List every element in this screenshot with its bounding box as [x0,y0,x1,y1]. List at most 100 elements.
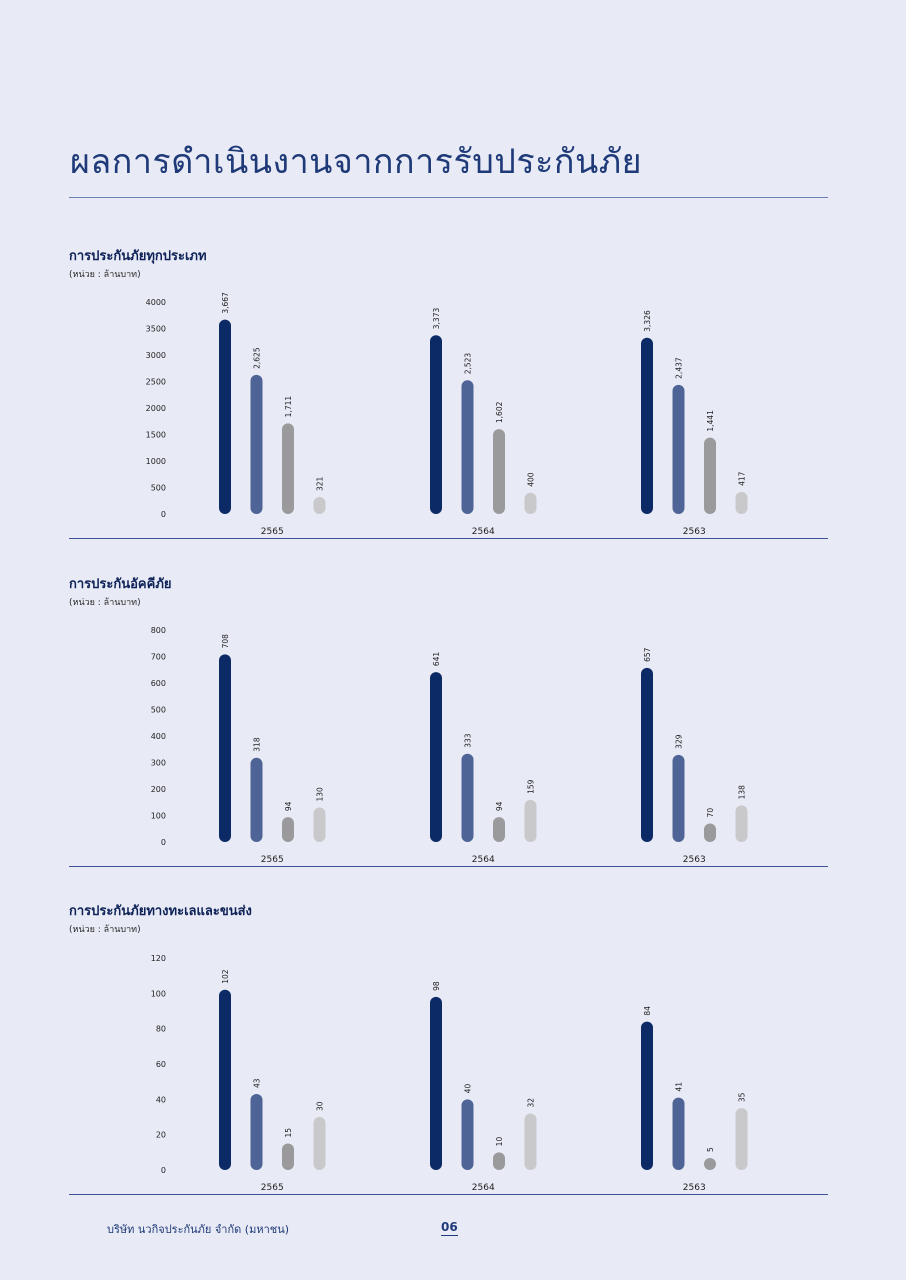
bar-series-1-2564 [430,996,442,1170]
y-tick-label: 500 [151,484,166,493]
y-tick-label: 20 [156,1131,166,1140]
chart-all-insurance: 0 500 1000 1500 2000 2500 3000 3500 4000 3,667 3,3… [69,292,828,539]
bar-value-label: 329 [675,734,684,749]
x-category-label: 2563 [683,855,706,865]
bar-value-label: 2,437 [675,357,684,379]
bar-series-4-2564 [524,1113,537,1170]
bar-series-3-2563 [704,437,716,514]
y-tick-label: 2500 [146,378,166,387]
bar-series-1-2564 [430,335,442,514]
section-unit-all-insurance: (หน่วย : ล้านบาท) [69,270,141,280]
bar-series-4-2565 [313,1117,326,1170]
bar-series-1-2563 [641,667,653,842]
bar-value-label: 3,326 [643,310,652,332]
page-title: ผลการดำเนินงานจากการรับประกันภัย [70,142,643,182]
x-category-label: 2565 [261,1183,284,1193]
bar-value-label: 1,441 [706,410,715,432]
bar-value-label: 43 [253,1078,262,1088]
bar-series-4-2563 [735,491,748,514]
bar-series-3-2565 [282,423,294,514]
bar-value-label: 10 [495,1137,504,1147]
x-category-label: 2563 [683,527,706,537]
y-tick-label: 80 [156,1025,166,1034]
bar-series-1-2563 [641,1021,653,1170]
y-tick-label: 700 [151,653,166,662]
bar-value-label: 41 [675,1082,684,1092]
chart-fire-insurance: 0 100 200 300 400 500 600 700 800 708 641 657 318 333… [69,626,828,867]
bar-value-label: 417 [738,471,747,486]
bar-series-3-2563 [704,1158,716,1170]
bar-series-2-2564 [461,1099,474,1170]
bar-value-label: 318 [253,737,262,752]
bar-value-label: 708 [221,634,230,649]
footer-company-name: บริษัท นวกิจประกันภัย จำกัด (มหาชน) [107,1223,290,1236]
bar-value-label: 30 [316,1101,325,1111]
y-tick-label: 2000 [146,404,166,413]
y-tick-label: 100 [151,812,166,821]
bar-value-label: 138 [738,785,747,800]
x-category-label: 2564 [472,1183,495,1193]
bar-series-2-2565 [250,757,263,842]
y-tick-label: 1500 [146,431,166,440]
bar-value-label: 5 [706,1147,715,1152]
title-divider [69,197,828,198]
bar-series-3-2565 [282,817,294,842]
bar-value-label: 400 [527,472,536,487]
section-title-all-insurance: การประกันภัยทุกประเภท [69,249,207,264]
bar-value-label: 657 [643,647,652,662]
bar-value-label: 40 [464,1084,473,1094]
bar-series-1-2565 [219,319,231,514]
bar-value-label: 94 [284,801,293,811]
bar-value-label: 98 [432,981,441,991]
y-tick-label: 40 [156,1095,166,1104]
bar-series-1-2565 [219,989,231,1170]
bar-value-label: 84 [643,1006,652,1016]
y-tick-label: 200 [151,785,166,794]
y-tick-label: 60 [156,1060,166,1069]
bar-series-3-2564 [493,429,505,514]
bar-series-2-2563 [672,384,685,514]
bar-value-label: 2,625 [253,347,262,369]
bar-series-4-2563 [735,1108,748,1170]
bar-value-label: 94 [495,801,504,811]
bar-series-1-2563 [641,337,653,514]
bar-series-4-2563 [735,805,748,842]
bar-value-label: 333 [464,733,473,748]
y-tick-label: 4000 [146,298,166,307]
bar-value-label: 35 [738,1092,747,1102]
bar-value-label: 159 [527,779,536,794]
bar-value-label: 70 [706,808,715,818]
bar-series-1-2565 [219,654,231,842]
bar-series-3-2564 [493,817,505,842]
y-tick-label: 0 [161,510,166,519]
section-title-marine-insurance: การประกันภัยทางทะเลและขนส่ง [69,904,252,919]
section-unit-fire-insurance: (หน่วย : ล้านบาท) [69,598,141,608]
bar-value-label: 641 [432,652,441,667]
bar-series-4-2565 [313,496,326,514]
bar-series-2-2564 [461,753,474,842]
y-tick-label: 1000 [146,457,166,466]
y-tick-label: 0 [161,838,166,847]
bar-series-2-2565 [250,374,263,514]
bar-series-2-2564 [461,380,474,514]
bar-value-label: 102 [221,969,230,984]
bar-series-3-2565 [282,1143,294,1170]
bar-series-3-2564 [493,1152,505,1170]
bar-value-label: 3,373 [432,308,441,330]
y-tick-label: 500 [151,706,166,715]
bar-value-label: 1,602 [495,401,504,423]
x-category-label: 2563 [683,1183,706,1193]
x-category-label: 2564 [472,527,495,537]
bar-value-label: 130 [316,787,325,802]
x-category-label: 2564 [472,855,495,865]
bar-value-label: 3,667 [221,292,230,314]
bar-series-2-2563 [672,1097,685,1170]
bar-series-1-2564 [430,672,442,842]
y-tick-label: 400 [151,732,166,741]
y-tick-label: 100 [151,989,166,998]
y-tick-label: 120 [151,954,166,963]
bar-value-label: 321 [316,476,325,491]
x-category-label: 2565 [261,855,284,865]
y-tick-label: 600 [151,679,166,688]
x-category-label: 2565 [261,527,284,537]
